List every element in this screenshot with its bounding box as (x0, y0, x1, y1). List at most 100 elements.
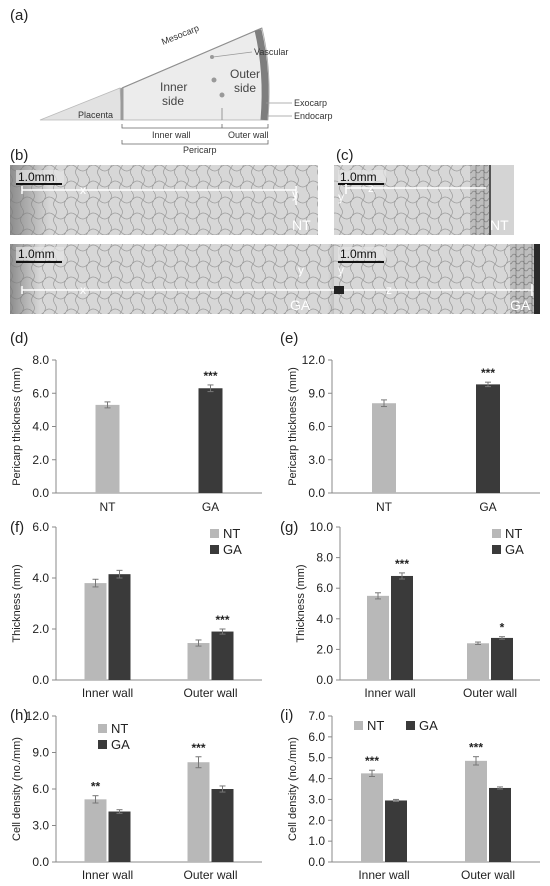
pericarp-label: Pericarp (183, 145, 217, 155)
legend-swatch-nt (492, 529, 501, 538)
inner-wall-label: Inner wall (152, 130, 191, 140)
legend-swatch-ga (210, 545, 219, 554)
y-tick-label: 3.0 (308, 453, 325, 467)
bar-ga (385, 800, 407, 862)
y-tick-label: 7.0 (308, 709, 325, 723)
bar-nt (372, 403, 396, 493)
y-tick-label: 9.0 (32, 746, 49, 760)
bar-ga (491, 637, 513, 680)
marker-y: y (338, 190, 344, 204)
y-tick-label: 5.0 (308, 751, 325, 765)
y-tick-label: 8.0 (316, 551, 333, 565)
vascular-dot (219, 92, 225, 98)
significance-label: *** (469, 741, 483, 755)
marker-z: z (386, 283, 392, 297)
scale-label: 1.0mm (340, 247, 377, 261)
mesocarp-edge (121, 27, 263, 89)
chart-wall-thickness-c: 0.0 2.0 4.0 6.0 8.0 10.0 Thickness (mm) *** Inne… (295, 520, 540, 700)
inner-side-label-1: Inner (160, 80, 187, 94)
y-tick-label: 2.0 (32, 453, 49, 467)
micrograph-b-nt: 1.0mm x y NT (10, 165, 318, 235)
x-tick-label: Inner wall (358, 868, 409, 882)
chart-cell-density-b: 0.0 3.0 6.0 9.0 12.0 Cell density (no./mm) ** I… (11, 709, 262, 882)
y-axis-label: Cell density (no./mm) (287, 737, 299, 841)
outer-side-label-1: Outer (230, 67, 260, 81)
significance-label: *** (203, 369, 217, 383)
marker-x: x (80, 183, 86, 197)
y-tick-label: 3.0 (308, 792, 325, 806)
marker-y: y (298, 263, 304, 277)
panel-label-i: (i) (280, 707, 293, 724)
legend-label-nt: NT (367, 718, 384, 733)
outer-side-label-2: side (234, 81, 256, 95)
x-tick-label: Inner wall (82, 686, 133, 700)
y-tick-label: 6.0 (308, 420, 325, 434)
significance-label: *** (191, 741, 205, 755)
bar-ga (198, 388, 223, 493)
significance-label: *** (365, 754, 379, 768)
significance-label: *** (215, 613, 229, 627)
treatment-label-ga: GA (510, 297, 531, 313)
y-tick-label: 6.0 (32, 386, 49, 400)
y-tick-label: 0.0 (316, 673, 333, 687)
y-tick-label: 0.0 (308, 855, 325, 869)
panel-label-d: (d) (10, 330, 28, 347)
legend-swatch-ga (406, 721, 415, 730)
vascular-dot (210, 55, 214, 59)
y-tick-label: 8.0 (32, 353, 49, 367)
y-axis-label: Pericarp thickness (mm) (11, 367, 23, 486)
bar-nt (187, 762, 210, 862)
bar-nt (84, 799, 107, 862)
bar-ga (211, 789, 234, 862)
mesocarp-label: Mesocarp (160, 23, 200, 47)
y-tick-label: 10.0 (310, 520, 334, 534)
significance-label: * (500, 621, 505, 635)
x-tick-label: GA (202, 500, 219, 514)
x-tick-label: Inner wall (364, 686, 415, 700)
micrograph-c-nt: 1.0mm y z NT (334, 165, 514, 235)
legend-swatch-nt (98, 724, 107, 733)
treatment-label-nt: NT (490, 217, 509, 233)
scale-label: 1.0mm (18, 170, 55, 184)
y-tick-label: 9.0 (308, 386, 325, 400)
micrograph-c-ga: 1.0mm y z GA (334, 244, 540, 314)
micrograph-b-ga: 1.0mm x y GA (10, 244, 348, 314)
x-tick-label: Outer wall (463, 686, 517, 700)
y-axis-label: Cell density (no./mm) (11, 737, 23, 841)
y-tick-label: 0.0 (308, 486, 325, 500)
y-tick-label: 2.0 (316, 642, 333, 656)
y-tick-label: 3.0 (32, 819, 49, 833)
bar-ga (211, 631, 234, 680)
y-tick-label: 6.0 (32, 520, 49, 534)
y-tick-label: 2.0 (32, 622, 49, 636)
bar-ga (108, 574, 131, 680)
pericarp-bracket (121, 140, 269, 145)
outer-wall-label: Outer wall (228, 130, 269, 140)
x-tick-label: GA (479, 500, 496, 514)
vascular-dot (211, 77, 217, 83)
endocarp-label: Endocarp (294, 111, 333, 121)
y-tick-label: 0.0 (32, 486, 49, 500)
panel-label-h: (h) (10, 707, 28, 724)
significance-label: *** (481, 366, 495, 380)
y-tick-label: 0.0 (32, 673, 49, 687)
panel-label-b: (b) (10, 147, 28, 164)
x-tick-label: Outer wall (183, 686, 237, 700)
panel-label-a: (a) (10, 7, 28, 24)
x-tick-label: Outer wall (183, 868, 237, 882)
placenta-label: Placenta (78, 110, 113, 120)
y-tick-label: 2.0 (308, 813, 325, 827)
y-tick-label: 6.0 (32, 782, 49, 796)
bar-nt (84, 583, 107, 680)
panel-label-c: (c) (336, 147, 354, 164)
legend-label-ga: GA (505, 542, 524, 557)
legend-label-nt: NT (111, 721, 128, 736)
legend-swatch-nt (210, 529, 219, 538)
legend-swatch-nt (354, 721, 363, 730)
legend-label-ga: GA (111, 737, 130, 752)
marker-x: x (80, 283, 86, 297)
marker-y: y (338, 263, 344, 277)
bar-ga (391, 575, 413, 680)
